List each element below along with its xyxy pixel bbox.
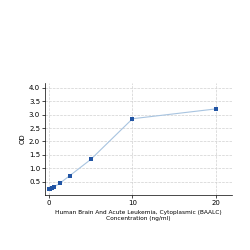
Point	[89, 158, 93, 162]
Point	[48, 187, 52, 191]
X-axis label: Human Brain And Acute Leukemia, Cytoplasmic (BAALC)
Concentration (ng/ml): Human Brain And Acute Leukemia, Cytoplas…	[56, 210, 222, 221]
Point	[130, 117, 134, 121]
Point	[52, 185, 56, 189]
Point	[47, 187, 51, 191]
Point	[50, 186, 54, 190]
Point	[58, 182, 62, 186]
Y-axis label: OD: OD	[20, 134, 26, 144]
Point	[68, 174, 72, 178]
Point	[214, 107, 218, 111]
